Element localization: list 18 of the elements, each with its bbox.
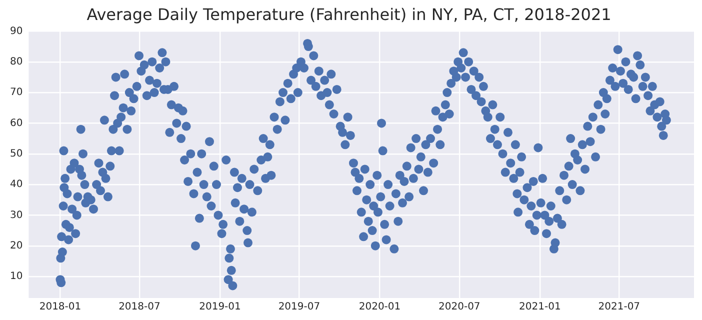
x-tick-label: 2018-07 — [118, 302, 160, 313]
x-tick-label: 2020-01 — [358, 302, 401, 313]
y-tick-label: 20 — [10, 240, 23, 252]
chart-title: Average Daily Temperature (Fahrenheit) in NY, PA, CT, 2018-2021 — [86, 4, 612, 24]
x-tick-label: 2020-07 — [438, 302, 480, 313]
y-tick-label: 80 — [10, 56, 23, 68]
x-tick-label: 2021-07 — [598, 302, 640, 313]
x-tick-label: 2019-07 — [278, 302, 320, 313]
y-tick-label: 50 — [10, 148, 23, 160]
y-tick-label: 40 — [10, 179, 23, 190]
x-tick-label: 2019-01 — [199, 302, 241, 313]
y-tick-label: 60 — [10, 118, 23, 129]
y-tick-label: 70 — [10, 87, 23, 98]
x-tick-label: 2021-01 — [519, 302, 561, 313]
x-tick-label: 2018-01 — [39, 302, 82, 313]
y-tick-label: 90 — [10, 26, 23, 37]
y-tick-label: 30 — [10, 210, 23, 221]
y-tick-label: 10 — [10, 271, 23, 282]
